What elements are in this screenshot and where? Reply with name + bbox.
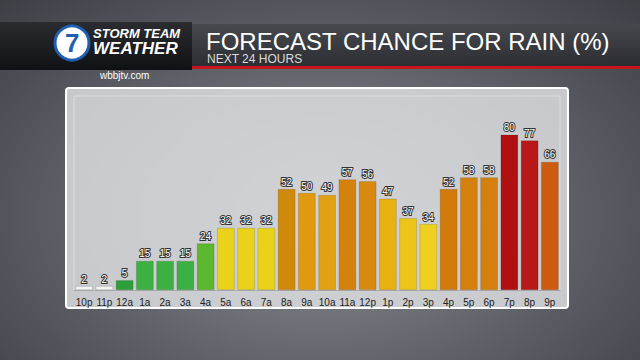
svg-text:77: 77: [524, 128, 536, 139]
svg-text:6a: 6a: [241, 297, 253, 308]
svg-text:STORM TEAM: STORM TEAM: [93, 26, 181, 41]
svg-text:80: 80: [504, 122, 516, 133]
svg-text:7a: 7a: [261, 297, 273, 308]
svg-text:50: 50: [301, 181, 313, 192]
svg-text:4a: 4a: [200, 297, 212, 308]
svg-text:32: 32: [261, 215, 273, 226]
svg-text:15: 15: [180, 248, 192, 259]
svg-text:58: 58: [484, 165, 496, 176]
svg-text:52: 52: [281, 177, 293, 188]
svg-text:12p: 12p: [359, 297, 376, 308]
svg-text:15: 15: [160, 248, 172, 259]
svg-text:2a: 2a: [160, 297, 172, 308]
svg-text:3p: 3p: [423, 297, 435, 308]
svg-text:1p: 1p: [382, 297, 394, 308]
svg-text:3a: 3a: [180, 297, 192, 308]
svg-text:57: 57: [342, 167, 354, 178]
svg-text:66: 66: [544, 149, 556, 160]
svg-text:5p: 5p: [463, 297, 475, 308]
svg-text:32: 32: [241, 215, 253, 226]
svg-text:37: 37: [403, 206, 415, 217]
svg-text:12a: 12a: [116, 297, 133, 308]
svg-text:9p: 9p: [544, 297, 556, 308]
svg-text:FORECAST CHANCE FOR RAIN (%): FORECAST CHANCE FOR RAIN (%): [206, 28, 610, 55]
svg-text:58: 58: [463, 165, 475, 176]
svg-text:2: 2: [102, 274, 108, 285]
svg-text:7: 7: [65, 28, 79, 58]
svg-text:11p: 11p: [96, 297, 112, 308]
svg-text:15: 15: [139, 248, 151, 259]
svg-text:32: 32: [220, 215, 232, 226]
svg-text:24: 24: [200, 231, 212, 242]
svg-text:10p: 10p: [76, 297, 93, 308]
svg-text:7p: 7p: [504, 297, 516, 308]
svg-text:52: 52: [443, 177, 455, 188]
svg-text:8p: 8p: [524, 297, 536, 308]
svg-text:8a: 8a: [281, 297, 293, 308]
svg-text:6p: 6p: [484, 297, 496, 308]
svg-text:NEXT 24 HOURS: NEXT 24 HOURS: [207, 52, 302, 66]
svg-text:4p: 4p: [443, 297, 455, 308]
svg-text:56: 56: [362, 169, 374, 180]
svg-text:49: 49: [322, 182, 334, 193]
svg-text:WEATHER: WEATHER: [93, 39, 178, 58]
svg-text:2: 2: [81, 274, 87, 285]
svg-text:10a: 10a: [319, 297, 336, 308]
svg-text:5a: 5a: [220, 297, 232, 308]
svg-text:2p: 2p: [403, 297, 415, 308]
svg-text:9a: 9a: [301, 297, 313, 308]
svg-text:1a: 1a: [139, 297, 151, 308]
svg-text:34: 34: [423, 212, 435, 223]
svg-text:wbbjtv.com: wbbjtv.com: [99, 70, 149, 81]
svg-text:47: 47: [382, 186, 394, 197]
svg-text:5: 5: [122, 268, 128, 279]
svg-text:11a: 11a: [339, 297, 355, 308]
